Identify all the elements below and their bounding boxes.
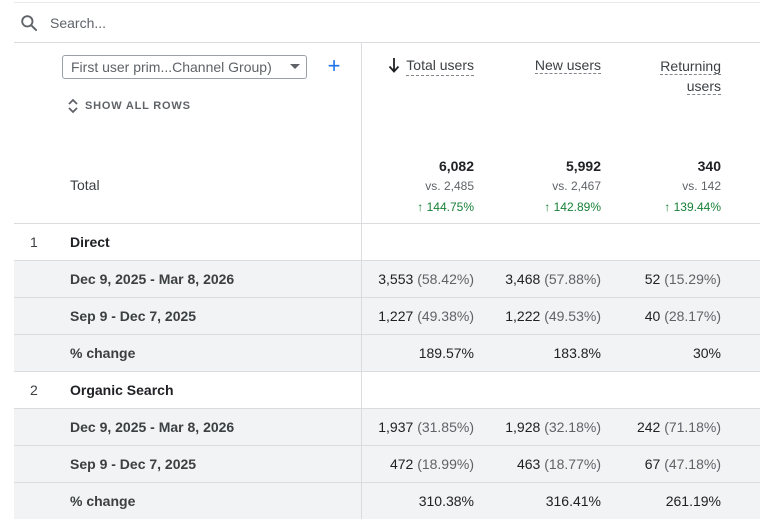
show-all-rows-label: SHOW ALL ROWS bbox=[85, 100, 191, 112]
caret-down-icon bbox=[284, 64, 306, 70]
total-comparison: vs. 142 bbox=[682, 179, 721, 193]
table-cell: 40 (28.17%) bbox=[644, 308, 721, 324]
search-bar bbox=[14, 2, 760, 43]
table-row[interactable]: Dec 9, 2025 - Mar 8, 2026 3,553 (58.42%)… bbox=[14, 261, 760, 298]
column-header-label-line2: users bbox=[686, 78, 721, 95]
total-change: ↑ 139.44% bbox=[664, 200, 721, 214]
add-dimension-button[interactable]: + bbox=[327, 53, 341, 78]
table-cell: 310.38% bbox=[418, 493, 474, 509]
search-input[interactable] bbox=[50, 12, 650, 34]
table-cell: 189.57% bbox=[418, 345, 474, 361]
table-cell: 463 (18.77%) bbox=[516, 456, 601, 472]
table-row[interactable]: Dec 9, 2025 - Mar 8, 2026 1,937 (31.85%)… bbox=[14, 409, 760, 446]
table-cell: 316.41% bbox=[545, 493, 601, 509]
table-header: First user prim...Channel Group) + SHOW … bbox=[14, 43, 760, 224]
table-row[interactable]: % change 310.38% 316.41% 261.19% bbox=[14, 483, 760, 519]
total-label: Total bbox=[70, 177, 100, 193]
row-dimension-value: Direct bbox=[70, 234, 110, 250]
row-date-range: Dec 9, 2025 - Mar 8, 2026 bbox=[70, 271, 235, 287]
dimension-select[interactable]: First user prim...Channel Group) bbox=[62, 55, 307, 79]
total-value: 340 bbox=[697, 158, 721, 174]
total-change: ↑ 142.89% bbox=[544, 200, 601, 214]
row-index: 2 bbox=[30, 382, 38, 398]
row-index: 1 bbox=[30, 234, 38, 250]
table-cell: 242 (71.18%) bbox=[636, 419, 721, 435]
column-divider bbox=[361, 224, 362, 260]
total-cell: 6,082 vs. 2,485 ↑ 144.75% bbox=[417, 156, 474, 217]
total-cell: 5,992 vs. 2,467 ↑ 142.89% bbox=[544, 156, 601, 217]
table-cell: 261.19% bbox=[665, 493, 721, 509]
table-cell: 1,937 (31.85%) bbox=[378, 419, 474, 435]
table-cell: 1,928 (32.18%) bbox=[505, 419, 601, 435]
table-cell: 67 (47.18%) bbox=[644, 456, 721, 472]
table-row-group[interactable]: 1 Direct bbox=[14, 224, 760, 261]
arrow-down-icon bbox=[389, 58, 400, 73]
total-value: 6,082 bbox=[438, 158, 474, 174]
column-header-total-users[interactable]: Total users bbox=[388, 56, 474, 76]
expand-icon bbox=[68, 98, 78, 114]
table-cell: 1,227 (49.38%) bbox=[378, 308, 474, 324]
column-divider bbox=[361, 261, 362, 297]
total-comparison: vs. 2,467 bbox=[552, 179, 601, 193]
table-cell: 30% bbox=[692, 345, 721, 361]
table-row-group[interactable]: 2 Organic Search bbox=[14, 372, 760, 409]
row-change-label: % change bbox=[70, 345, 136, 361]
column-header-new-users[interactable]: New users bbox=[534, 56, 601, 75]
table-row[interactable]: Sep 9 - Dec 7, 2025 1,227 (49.38%) 1,222… bbox=[14, 298, 760, 335]
column-header-returning-users[interactable]: Returning users bbox=[641, 56, 721, 96]
column-divider bbox=[361, 483, 362, 519]
show-all-rows-button[interactable]: SHOW ALL ROWS bbox=[68, 98, 191, 114]
table-cell: 1,222 (49.53%) bbox=[505, 308, 601, 324]
column-divider bbox=[361, 372, 362, 408]
row-date-range: Sep 9 - Dec 7, 2025 bbox=[70, 456, 197, 472]
table-cell: 472 (18.99%) bbox=[389, 456, 474, 472]
column-divider bbox=[361, 335, 362, 371]
total-change: ↑ 144.75% bbox=[417, 200, 474, 214]
row-change-label: % change bbox=[70, 493, 136, 509]
column-header-label: New users bbox=[534, 57, 601, 74]
column-divider bbox=[361, 446, 362, 482]
column-divider bbox=[361, 298, 362, 334]
column-header-label: Returning bbox=[660, 58, 721, 75]
table-cell: 3,553 (58.42%) bbox=[378, 271, 474, 287]
row-date-range: Sep 9 - Dec 7, 2025 bbox=[70, 308, 197, 324]
row-dimension-value: Organic Search bbox=[70, 382, 174, 398]
table-row[interactable]: Sep 9 - Dec 7, 2025 472 (18.99%) 463 (18… bbox=[14, 446, 760, 483]
total-value: 5,992 bbox=[565, 158, 601, 174]
column-header-label: Total users bbox=[406, 56, 474, 76]
total-cell: 340 vs. 142 ↑ 139.44% bbox=[664, 156, 721, 217]
row-date-range: Dec 9, 2025 - Mar 8, 2026 bbox=[70, 419, 235, 435]
column-divider bbox=[361, 409, 362, 445]
table-cell: 3,468 (57.88%) bbox=[505, 271, 601, 287]
total-comparison: vs. 2,485 bbox=[425, 179, 474, 193]
column-divider bbox=[361, 43, 362, 223]
table-cell: 183.8% bbox=[553, 345, 601, 361]
search-icon[interactable] bbox=[19, 13, 39, 33]
table-row[interactable]: % change 189.57% 183.8% 30% bbox=[14, 335, 760, 372]
dimension-select-label: First user prim...Channel Group) bbox=[71, 59, 272, 75]
table-cell: 52 (15.29%) bbox=[644, 271, 721, 287]
